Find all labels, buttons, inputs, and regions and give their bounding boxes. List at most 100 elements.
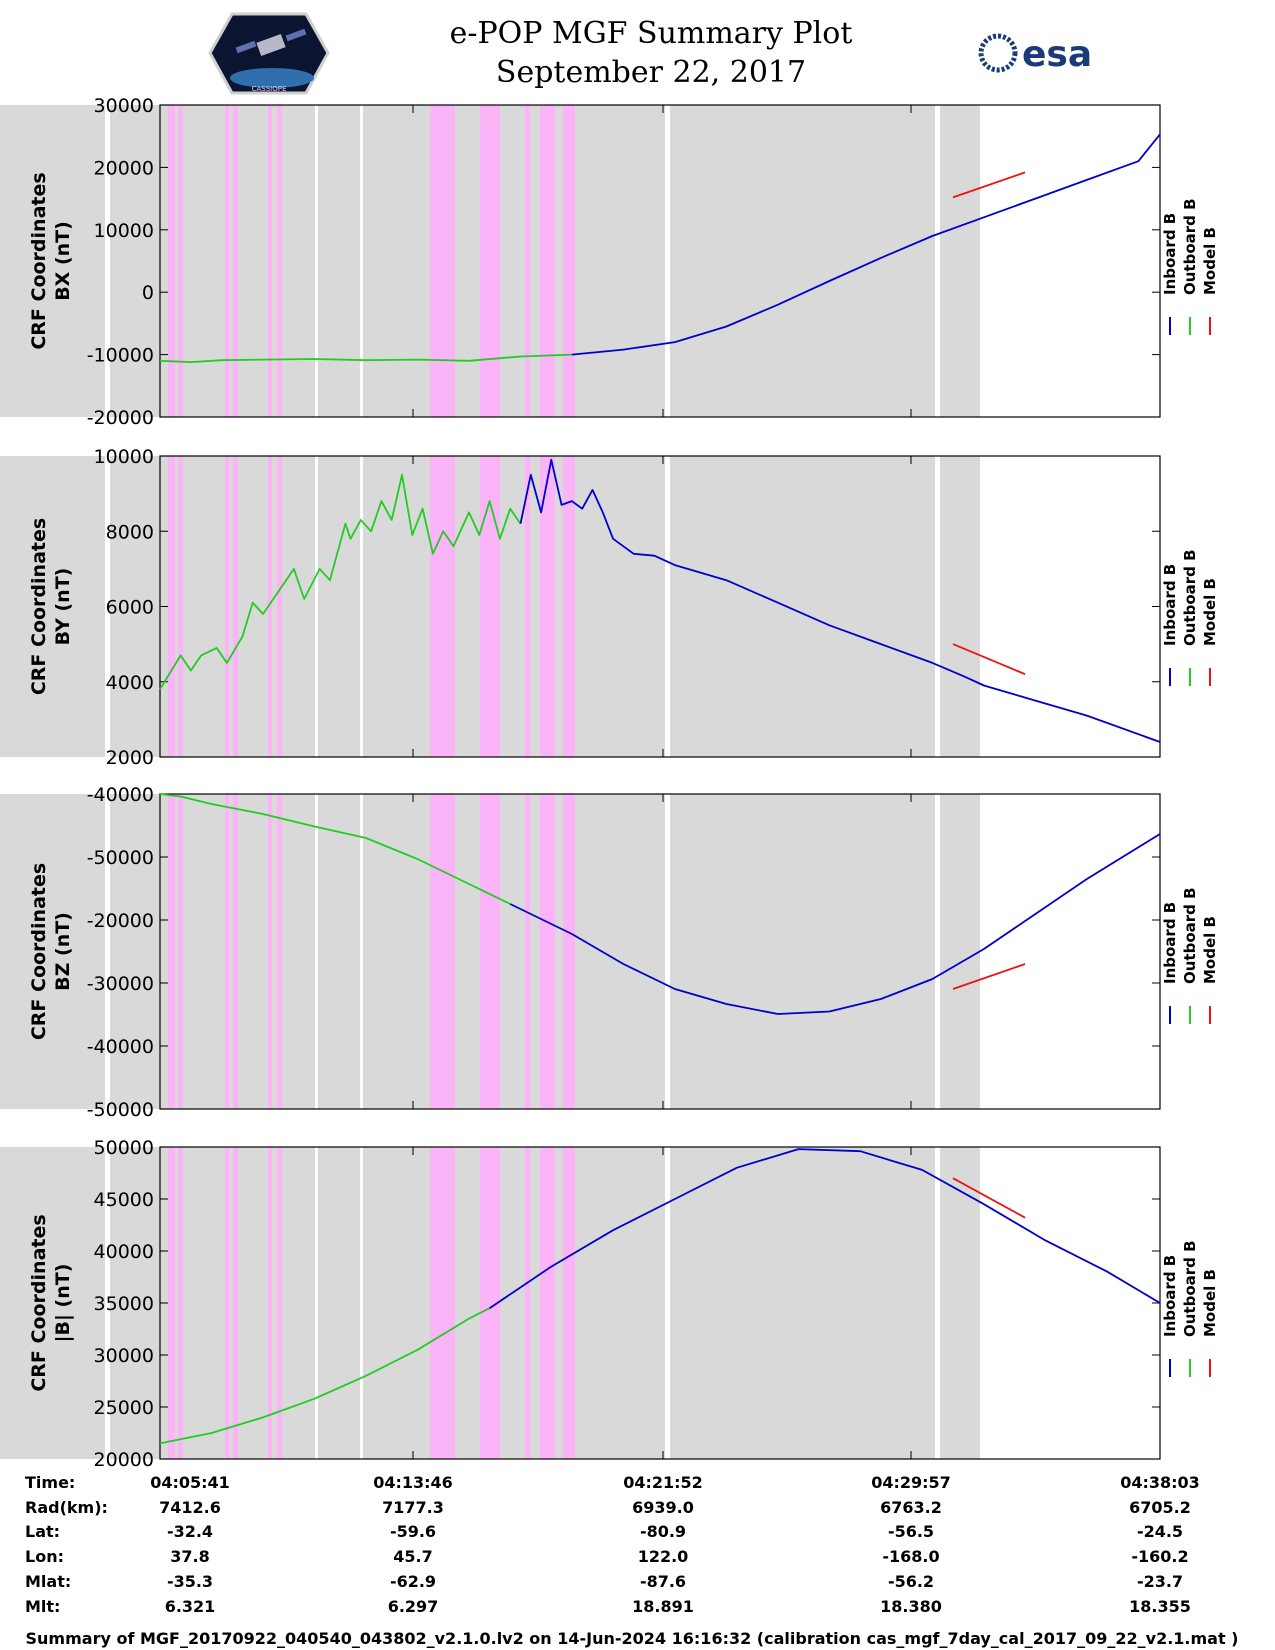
series-model-b [952,963,1026,990]
esa-logo-text: esa [1022,34,1092,75]
gap-band [363,105,665,417]
ephemeris-value: 45.7 [393,1547,432,1566]
y-axis-label: CRF Coordinates BX (nT) [28,172,74,349]
ephemeris-value: -59.6 [390,1522,436,1541]
flag-band [277,1147,282,1459]
flag-band [168,794,175,1109]
legend-label: Inboard B [1161,902,1179,984]
y-tick-label: -20000 [87,407,154,429]
gap-band [0,794,105,1109]
flag-band [480,105,500,417]
flag-band [178,456,183,757]
gap-band [363,794,665,1109]
flag-band [540,1147,555,1459]
y-tick-label: 25000 [94,1397,154,1419]
y-tick-label: 4000 [106,672,154,694]
flag-band [168,1147,175,1459]
y-tick-label: 30000 [94,1345,154,1367]
legend-label: Model B [1201,227,1219,295]
y-tick-label: 30000 [94,95,154,117]
legend-label: Inboard B [1161,564,1179,646]
ephemeris-value: 7177.3 [382,1498,444,1517]
flag-band [268,105,272,417]
y-tick-label: 50000 [94,1137,154,1159]
y-axis-label: CRF Coordinates BZ (nT) [28,863,74,1040]
flag-band [277,794,282,1109]
y-tick-label: 20000 [94,1449,154,1471]
flag-band [525,456,530,757]
flag-band [540,456,555,757]
ephemeris-value: 6.321 [165,1597,216,1616]
footer-text: Summary of MGF_20170922_040540_043802_v2… [26,1629,1239,1648]
gap-band [670,456,935,757]
ephemeris-value: -32.4 [167,1522,213,1541]
series-outboard-b [159,353,572,364]
y-tick-label: -10000 [87,345,154,367]
flag-band [525,105,530,417]
legend-label: Inboard B [1161,213,1179,295]
gap-band [110,105,170,417]
ephemeris-value: -62.9 [390,1572,436,1591]
legend-label: Model B [1201,578,1219,646]
ephemeris-value: 04:13:46 [373,1473,453,1492]
ephemeris-value: 37.8 [170,1547,209,1566]
flag-band [480,794,500,1109]
flag-band [430,105,455,417]
flag-band [430,456,455,757]
flag-band [563,456,575,757]
y-tick-label: 6000 [106,597,154,619]
series-inboard-b [489,1148,1161,1309]
plot-date: September 22, 2017 [496,55,806,90]
ephemeris-row-label: Rad(km): [25,1498,108,1517]
flag-band [225,456,229,757]
flag-band [233,794,238,1109]
series-model-b [952,1177,1026,1219]
gap-band [0,105,105,417]
flag-band [525,1147,530,1459]
gap-band [110,794,170,1109]
flag-band [563,1147,575,1459]
ephemeris-value: -80.9 [640,1522,686,1541]
legend-label: Outboard B [1181,198,1199,295]
flag-band [277,105,282,417]
gap-band [940,456,980,757]
flag-band [430,794,455,1109]
flag-band [563,794,575,1109]
flag-band [268,1147,272,1459]
legend-label: Model B [1201,1269,1219,1337]
flag-band [168,105,175,417]
ephemeris-row-label: Time: [25,1473,75,1492]
y-axis-label: CRF Coordinates |B| (nT) [28,1214,74,1391]
flag-band [525,794,530,1109]
gap-band [670,1147,935,1459]
y-tick-label: -30000 [87,973,154,995]
gap-band [363,456,665,757]
y-tick-label: 0 [142,282,154,304]
ephemeris-value: 04:05:41 [150,1473,230,1492]
y-tick-label: 2000 [106,747,154,769]
flag-band [178,1147,183,1459]
panel-by: 10000 8000 6000 4000 2000 CRF Coordinates BY (… [0,446,1219,769]
flag-band [178,794,183,1109]
ephemeris-value: 122.0 [638,1547,689,1566]
ephemeris-value: 04:38:03 [1120,1473,1200,1492]
legend-label: Model B [1201,916,1219,984]
cassiope-logo: CASSIOPE [208,12,330,95]
series-inboard-b [509,833,1161,1015]
flag-band [540,794,555,1109]
gap-band [318,456,360,757]
legend-label: Outboard B [1181,887,1199,984]
series-inboard-b [571,133,1161,356]
flag-band [268,456,272,757]
flag-band [168,456,175,757]
y-tick-label: -50000 [87,847,154,869]
esa-logo: esa [978,33,1092,75]
series-model-b [952,643,1026,676]
flag-band [430,1147,455,1459]
panels: 30000 20000 10000 0 -10000 -20000 CRF Coordina… [0,95,1219,1471]
panel-bz: -40000 -50000 -20000 -30000 -40000 -50000 CRF … [0,784,1219,1121]
flag-band [480,1147,500,1459]
flag-band [225,1147,229,1459]
ephemeris-value: 04:29:57 [871,1473,951,1492]
gap-band [363,1147,665,1459]
